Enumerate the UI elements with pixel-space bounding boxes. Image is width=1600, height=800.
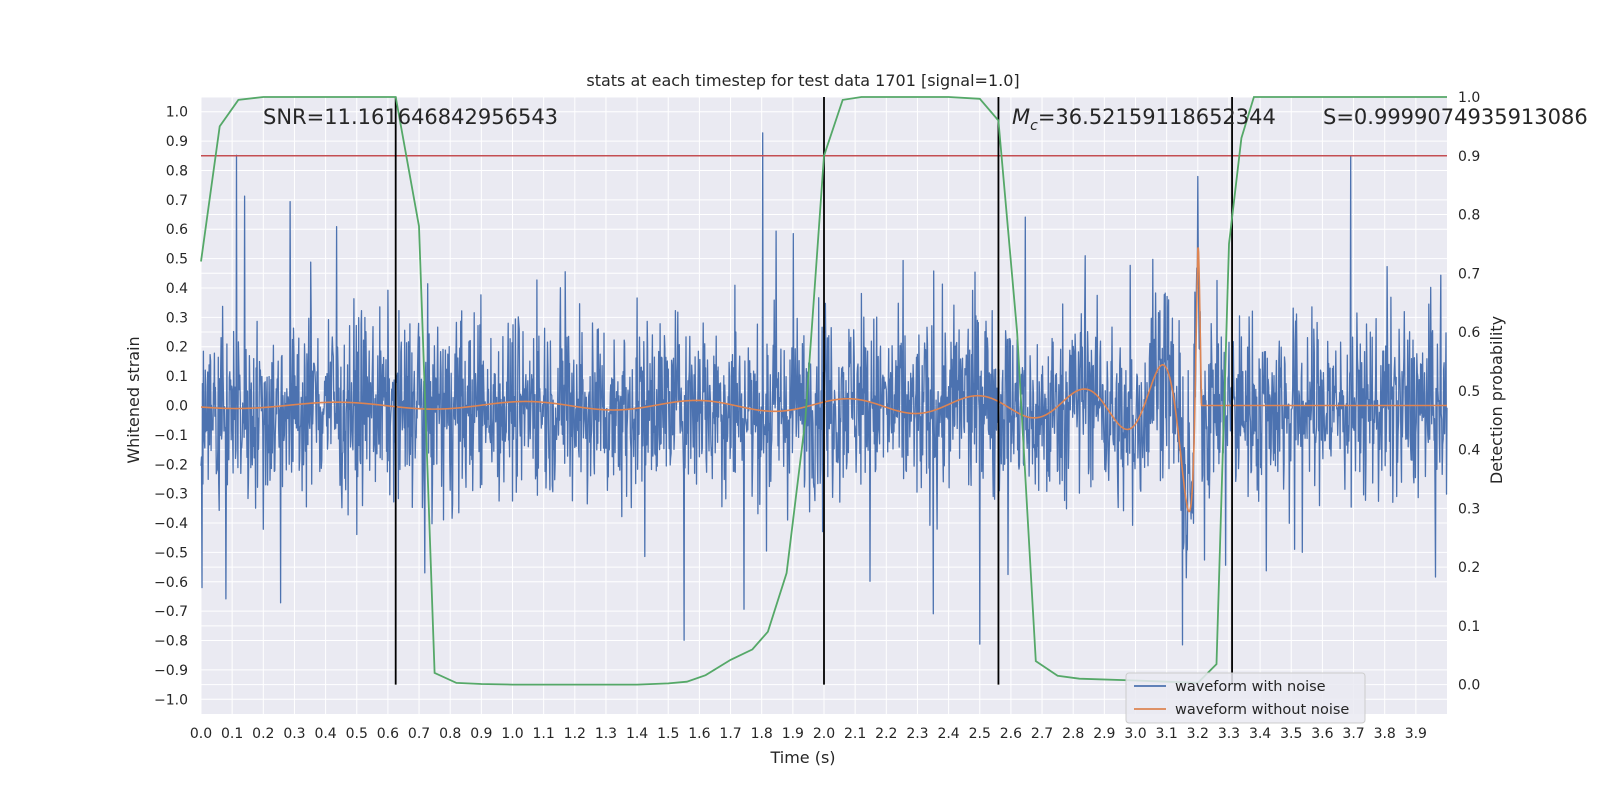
chirp-mass-symbol: M: [1012, 105, 1030, 129]
x-tick-label: 2.6: [1000, 726, 1022, 742]
y-tick-label: 0.1: [166, 369, 188, 385]
x-tick-label: 1.2: [564, 726, 586, 742]
y2-tick-label: 0.7: [1458, 266, 1480, 282]
x-tick-label: 3.6: [1311, 726, 1333, 742]
x-tick-label: 2.7: [1031, 726, 1053, 742]
y2-tick-label: 0.9: [1458, 149, 1480, 165]
x-tick-label: 0.6: [377, 726, 399, 742]
x-tick-label: 0.5: [346, 726, 368, 742]
x-tick-label: 3.3: [1218, 726, 1240, 742]
y-tick-label: 0.6: [166, 222, 188, 238]
x-tick-label: 2.1: [844, 726, 866, 742]
x-tick-label: 1.1: [533, 726, 555, 742]
x-tick-label: 1.9: [782, 726, 804, 742]
y2-tick-label: 0.8: [1458, 208, 1480, 224]
x-tick-label: 3.1: [1156, 726, 1178, 742]
y-tick-label: −1.0: [154, 692, 188, 708]
x-tick-label: 2.0: [813, 726, 835, 742]
x-tick-label: 3.5: [1280, 726, 1302, 742]
x-tick-label: 3.4: [1249, 726, 1271, 742]
y-tick-label: 0.0: [166, 399, 188, 415]
x-tick-label: 1.8: [751, 726, 773, 742]
x-axis-label: Time (s): [769, 748, 835, 767]
x-tick-label: 3.7: [1342, 726, 1364, 742]
y2-tick-label: 0.3: [1458, 501, 1480, 517]
legend-label-clean: waveform without noise: [1175, 702, 1349, 718]
y-tick-label: −0.2: [154, 457, 188, 473]
chirp-mass-annotation: Mc=36.52159118652344: [1012, 105, 1276, 134]
x-tick-label: 1.7: [719, 726, 741, 742]
chart-title: stats at each timestep for test data 170…: [586, 71, 1019, 90]
x-tick-label: 2.4: [937, 726, 959, 742]
x-tick-label: 2.8: [1062, 726, 1084, 742]
y-tick-label: 0.2: [166, 340, 188, 356]
legend-box: [1125, 672, 1366, 724]
y-tick-label: −0.1: [154, 428, 188, 444]
y-tick-label: 0.4: [166, 281, 188, 297]
y2-axis-label: Detection probability: [1487, 316, 1506, 484]
x-tick-label: 0.9: [470, 726, 492, 742]
x-tick-label: 0.8: [439, 726, 461, 742]
x-tick-label: 0.7: [408, 726, 430, 742]
x-tick-label: 0.1: [221, 726, 243, 742]
legend: waveform with noise waveform without noi…: [1125, 672, 1366, 724]
legend-label-noise: waveform with noise: [1175, 679, 1326, 695]
y-tick-label: 1.0: [166, 105, 188, 121]
y-tick-label: −0.5: [154, 545, 188, 561]
x-tick-label: 0.0: [190, 726, 212, 742]
x-tick-label: 3.8: [1374, 726, 1396, 742]
chirp-mass-subscript: c: [1030, 118, 1038, 134]
y-tick-label: 0.3: [166, 310, 188, 326]
y-tick-label: −0.6: [154, 575, 188, 591]
x-tick-label: 1.4: [626, 726, 648, 742]
snr-annotation: SNR=11.161646842956543: [263, 105, 558, 129]
y2-tick-label: 0.1: [1458, 619, 1480, 635]
x-tick-label: 3.2: [1187, 726, 1209, 742]
y-tick-label: −0.4: [154, 516, 188, 532]
x-tick-label: 2.5: [969, 726, 991, 742]
y-tick-label: 0.9: [166, 134, 188, 150]
x-tick-label: 1.6: [688, 726, 710, 742]
x-tick-label: 0.4: [314, 726, 336, 742]
y-tick-label: −0.7: [154, 604, 188, 620]
x-tick-label: 2.9: [1093, 726, 1115, 742]
x-tick-label: 1.0: [501, 726, 523, 742]
x-tick-label: 0.2: [252, 726, 274, 742]
y2-tick-label: 0.5: [1458, 384, 1480, 400]
y-tick-label: 0.8: [166, 163, 188, 179]
x-tick-label: 2.3: [906, 726, 928, 742]
y-tick-label: 0.7: [166, 193, 188, 209]
x-tick-label: 0.3: [283, 726, 305, 742]
y2-tick-label: 0.6: [1458, 325, 1480, 341]
y-tick-label: −0.3: [154, 487, 188, 503]
x-tick-label: 3.0: [1124, 726, 1146, 742]
y-axis-label: Whitened strain: [124, 336, 143, 463]
y-tick-label: 0.5: [166, 252, 188, 268]
y-tick-label: −0.8: [154, 634, 188, 650]
y-tick-label: −0.9: [154, 663, 188, 679]
y2-tick-label: 0.0: [1458, 678, 1480, 694]
chirp-mass-value: =36.52159118652344: [1038, 105, 1276, 129]
axes-text: 0.0 0.1 0.2 0.3 0.4 0.5 0.6 0.7 0.8 0.9 1.0 1.1 1.2 1…: [154, 90, 1480, 742]
x-tick-label: 2.2: [875, 726, 897, 742]
score-annotation: S=0.9999074935913086: [1323, 105, 1588, 129]
y2-tick-label: 1.0: [1458, 90, 1480, 106]
x-tick-label: 3.9: [1405, 726, 1427, 742]
y2-tick-label: 0.4: [1458, 443, 1480, 459]
y2-tick-label: 0.2: [1458, 560, 1480, 576]
x-tick-label: 1.5: [657, 726, 679, 742]
x-tick-label: 1.3: [595, 726, 617, 742]
